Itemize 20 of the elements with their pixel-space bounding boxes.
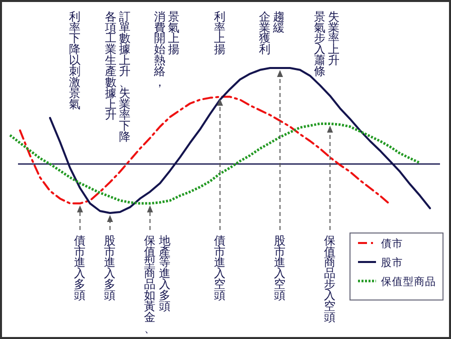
legend-label: 保值型商品 <box>381 275 436 288</box>
annotation: 股市進入空頭 <box>274 70 286 302</box>
annotation: 各項工業生產數據上升 <box>105 9 117 122</box>
annotation: 利率上揚 <box>214 9 226 56</box>
annotation: 訂單數據上升、失業率下降 <box>119 9 131 144</box>
annotation: 債市進入多頭 <box>74 205 86 302</box>
annotation: 利率下降以刺激景氣 <box>69 9 81 111</box>
annotation: 保值商品步入空頭 <box>324 126 336 324</box>
annotation: 保值型商品如黃金、 <box>144 205 156 335</box>
annotation: 股市進入多頭 <box>104 214 116 302</box>
legend-label: 股市 <box>381 256 403 269</box>
annotation: 消費開始熱絡， <box>154 9 166 89</box>
legend-label: 債市 <box>381 237 403 250</box>
annotation: 景氣上揚 <box>168 9 180 56</box>
annotation: 地產等進入多頭 <box>159 233 171 313</box>
annotation: 趨緩 <box>273 9 285 34</box>
annotation: 債市進入空頭 <box>214 98 226 302</box>
annotation: 企業獲利 <box>259 9 271 56</box>
annotation: 景氣步入蕭條 <box>314 9 326 78</box>
annotation: 失業率上升 <box>328 9 340 68</box>
